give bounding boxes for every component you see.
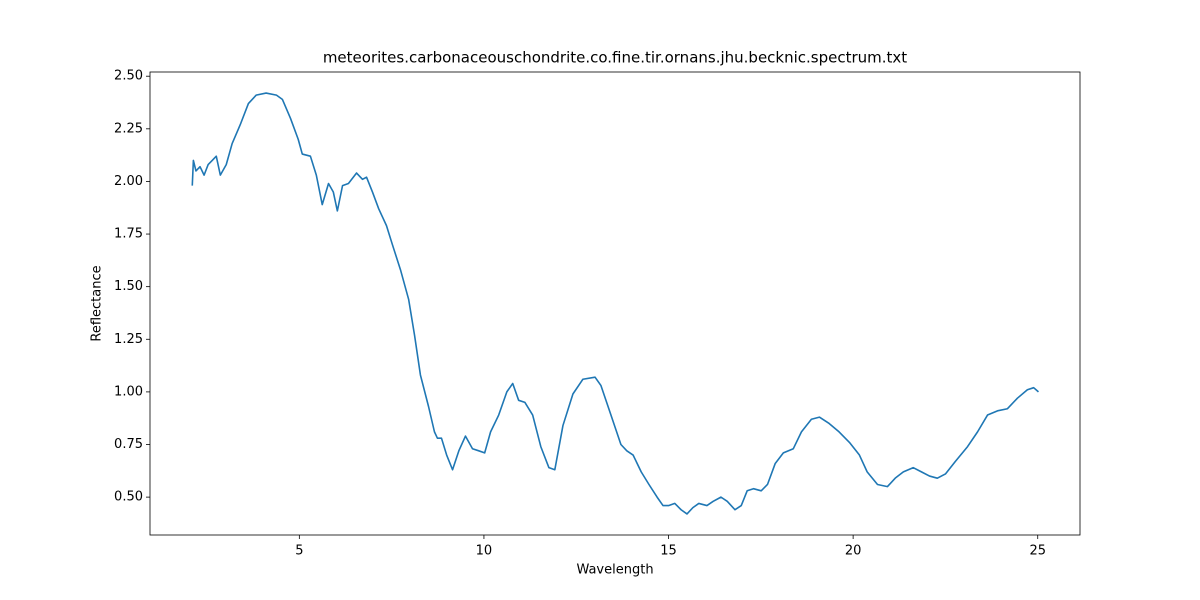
chart-title: meteorites.carbonaceouschondrite.co.fine… [323,49,907,67]
y-tick-label: 0.50 [114,490,143,505]
y-tick-label: 2.00 [114,174,143,189]
data-line [191,92,1039,515]
y-tick-label: 1.00 [114,384,143,399]
plot-frame [149,71,1081,536]
x-tick-label: 15 [660,544,677,559]
y-tick-label: 1.75 [114,227,143,242]
y-tick-label: 2.25 [114,121,143,136]
y-tick-label: 1.50 [114,279,143,294]
x-tick-label: 25 [1029,544,1046,559]
x-axis-label: Wavelength [576,563,653,578]
x-tick-label: 10 [476,544,493,559]
y-tick-label: 1.25 [114,332,143,347]
y-axis-label: Reflectance [90,265,105,341]
y-tick-label: 0.75 [114,437,143,452]
x-tick-label: 5 [295,544,303,559]
y-tick-label: 2.50 [114,69,143,84]
x-tick-label: 20 [845,544,862,559]
